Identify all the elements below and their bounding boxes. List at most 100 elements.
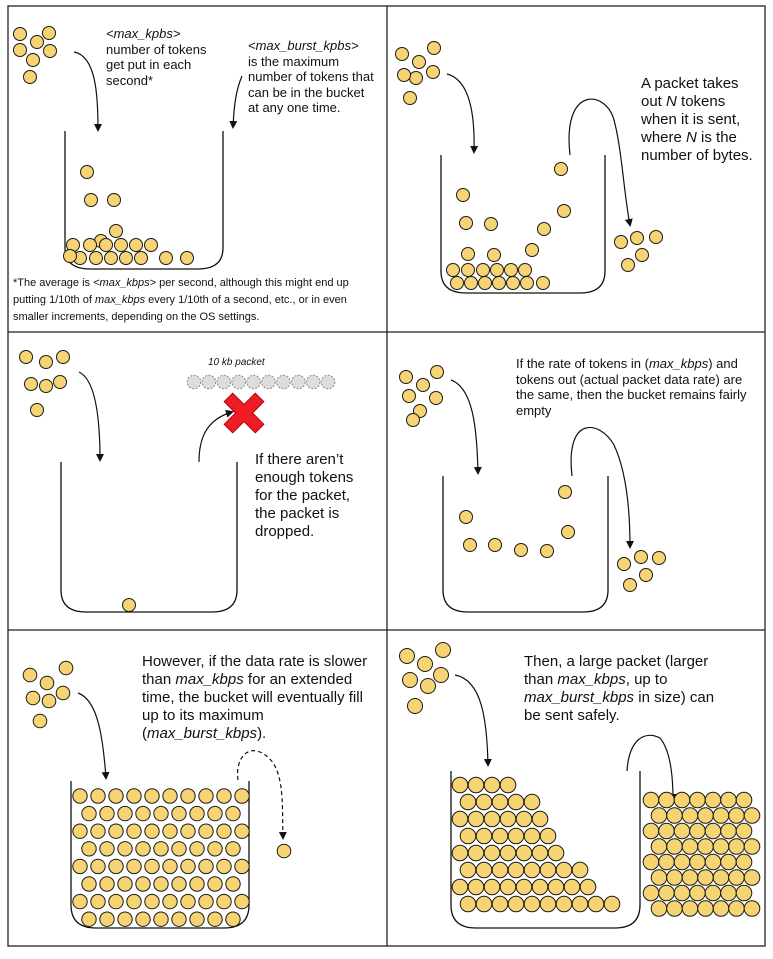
token: [126, 893, 142, 910]
token: [617, 557, 631, 571]
arrow: [570, 426, 634, 549]
arrow: [78, 371, 104, 462]
token: [525, 243, 539, 257]
token: [162, 788, 178, 804]
token: [507, 895, 525, 913]
token: [540, 544, 554, 558]
packet-byte: [320, 374, 336, 390]
token: [603, 895, 621, 913]
token: [180, 823, 196, 839]
token: [43, 44, 57, 58]
token: [735, 884, 753, 902]
token: [467, 810, 485, 828]
token: [658, 884, 675, 902]
token: [144, 893, 160, 910]
token: [681, 900, 699, 917]
p4-text-2: ) and tokens out (actual packet data rat…: [516, 356, 747, 418]
token: [129, 238, 143, 252]
token: [531, 878, 549, 896]
token: [520, 276, 534, 290]
token: [554, 162, 568, 176]
token: [126, 823, 142, 839]
token: [630, 231, 644, 245]
token: [507, 861, 525, 879]
token: [451, 776, 469, 794]
arrow: [73, 51, 102, 132]
token: [642, 791, 660, 809]
token: [108, 893, 124, 910]
token: [53, 375, 67, 389]
arrows: [73, 51, 677, 840]
token: [430, 365, 444, 379]
token: [435, 642, 451, 658]
token: [198, 893, 214, 910]
token: [409, 71, 423, 85]
token: [207, 841, 223, 857]
buckets: [60, 131, 641, 929]
token: [234, 823, 250, 839]
footnote-variable-2: max_kbps: [94, 294, 146, 307]
token: [459, 510, 473, 524]
token: [642, 884, 660, 902]
token: [558, 485, 572, 499]
token: [467, 776, 485, 794]
token: [72, 823, 88, 839]
p6-text-3: in size) can be sent safely.: [524, 689, 715, 724]
token: [80, 165, 94, 179]
token: [712, 807, 730, 824]
token: [84, 193, 98, 207]
token: [475, 827, 493, 845]
bucket-panel-2: [440, 155, 606, 294]
token: [735, 853, 753, 871]
token: [171, 841, 187, 857]
token: [673, 853, 691, 871]
token: [420, 678, 436, 694]
token: [72, 788, 88, 804]
token: [416, 378, 430, 392]
token: [159, 251, 173, 265]
packet-byte: [291, 374, 306, 390]
bucket-panel-4: [442, 476, 609, 613]
token: [673, 822, 691, 840]
token: [642, 853, 660, 871]
token: [491, 861, 509, 879]
p6-text-1: Then, a large packet (larger than: [524, 653, 709, 688]
token: [402, 389, 416, 403]
packet-label: 10 kb packet: [208, 357, 265, 369]
token: [563, 878, 581, 896]
token: [216, 858, 232, 875]
token: [720, 791, 737, 809]
token: [728, 900, 745, 917]
panel-grid: [7, 5, 766, 947]
token: [735, 791, 753, 809]
max-kbps-variable: <max_kpbs>: [106, 26, 181, 41]
token: [276, 843, 292, 859]
packet-byte: [305, 374, 321, 390]
token: [225, 876, 241, 892]
token: [697, 869, 714, 886]
token: [499, 776, 517, 794]
token: [571, 895, 589, 913]
token: [198, 858, 214, 875]
p6-variable-2: max_burst_kbps: [524, 689, 635, 706]
p5-text-2: for an extended time, the bucket will ev…: [142, 671, 363, 742]
token: [484, 217, 498, 231]
arrow: [198, 409, 234, 463]
token: [467, 878, 485, 896]
token: [539, 861, 557, 879]
token: [483, 810, 501, 828]
bucket-panel-3: [60, 462, 238, 613]
token: [171, 911, 187, 927]
token: [407, 698, 423, 714]
token: [571, 861, 589, 879]
token: [153, 805, 169, 822]
token: [26, 53, 40, 67]
token: [515, 810, 533, 828]
arrow: [450, 379, 482, 475]
token: [72, 858, 88, 875]
token: [90, 823, 106, 839]
token: [547, 878, 565, 896]
token: [728, 838, 745, 855]
footnote-text-3: every 1/10th of a second, etc., or in ev…: [13, 294, 347, 324]
